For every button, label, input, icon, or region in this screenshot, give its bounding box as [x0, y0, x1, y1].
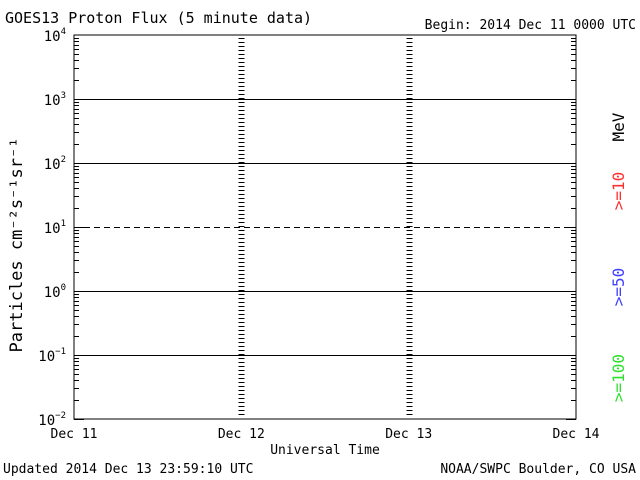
chart-title: GOES13 Proton Flux (5 minute data): [5, 9, 312, 27]
y-tick-label: 101: [44, 219, 66, 237]
legend-entry: >=50: [609, 268, 628, 307]
x-tick-labels: Dec 11 Dec 12 Dec 13 Dec 14: [51, 427, 600, 442]
legend-entry: >=10: [609, 172, 628, 211]
y-tick-label: 10−2: [38, 411, 66, 429]
x-axis-label: Universal Time: [270, 443, 380, 458]
y-tick-label: 10−1: [38, 347, 66, 365]
legend-entry: >=100: [609, 354, 628, 402]
x-tick-label: Dec 12: [218, 427, 265, 442]
legend-unit: MeV: [609, 112, 628, 141]
y-tick-labels: 104 103 102 101 100 10−1 10−2: [38, 27, 66, 429]
y-tick-label: 103: [44, 91, 66, 109]
updated-timestamp: Updated 2014 Dec 13 23:59:10 UTC: [3, 462, 253, 477]
credit-text: NOAA/SWPC Boulder, CO USA: [440, 462, 636, 477]
y-tick-label: 104: [44, 27, 66, 45]
begin-time: Begin: 2014 Dec 11 0000 UTC: [425, 18, 636, 33]
energy-legend: MeV >=10 >=50 >=100: [609, 112, 628, 402]
y-tick-label: 100: [44, 283, 66, 301]
y-axis-label: Particles cm⁻²s⁻¹sr⁻¹: [7, 138, 27, 353]
x-tick-label: Dec 11: [51, 427, 98, 442]
y-tick-label: 102: [44, 155, 66, 173]
y-tick-marks: [74, 38, 576, 420]
x-tick-label: Dec 14: [553, 427, 600, 442]
x-tick-label: Dec 13: [385, 427, 432, 442]
day-markers: [238, 38, 413, 415]
reference-lines: [74, 99, 576, 356]
